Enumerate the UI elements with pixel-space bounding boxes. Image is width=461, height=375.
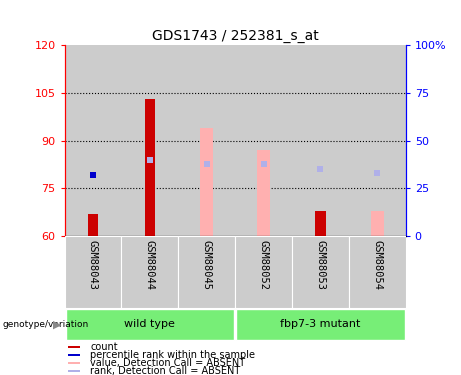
Bar <box>315 211 325 236</box>
Bar <box>121 236 178 308</box>
Text: count: count <box>90 342 118 352</box>
Text: value, Detection Call = ABSENT: value, Detection Call = ABSENT <box>90 358 245 368</box>
Bar <box>88 214 98 236</box>
Bar <box>68 370 80 372</box>
Bar <box>65 236 121 308</box>
Bar <box>145 99 155 236</box>
Bar <box>349 45 406 236</box>
Bar <box>178 45 235 236</box>
Bar <box>178 236 235 308</box>
Bar <box>68 346 80 348</box>
Text: rank, Detection Call = ABSENT: rank, Detection Call = ABSENT <box>90 366 240 375</box>
Text: ▶: ▶ <box>53 320 62 329</box>
Bar <box>292 45 349 236</box>
Text: GSM88053: GSM88053 <box>315 240 325 290</box>
Text: GSM88045: GSM88045 <box>201 240 212 290</box>
Bar <box>121 45 178 236</box>
Text: GSM88043: GSM88043 <box>88 240 98 290</box>
Bar <box>236 309 405 340</box>
Bar <box>235 45 292 236</box>
Text: genotype/variation: genotype/variation <box>2 320 89 329</box>
Bar <box>371 211 384 236</box>
Text: GSM88052: GSM88052 <box>259 240 269 290</box>
Bar <box>235 236 292 308</box>
Text: wild type: wild type <box>124 319 175 329</box>
Bar <box>292 236 349 308</box>
Text: fbp7-3 mutant: fbp7-3 mutant <box>280 319 361 329</box>
Bar <box>65 309 234 340</box>
Bar <box>349 236 406 308</box>
Bar <box>68 354 80 356</box>
Bar <box>257 150 270 236</box>
Bar <box>68 362 80 364</box>
Text: GSM88054: GSM88054 <box>372 240 382 290</box>
Text: GSM88044: GSM88044 <box>145 240 155 290</box>
Bar <box>201 128 213 236</box>
Text: percentile rank within the sample: percentile rank within the sample <box>90 350 255 360</box>
Bar <box>65 45 121 236</box>
Title: GDS1743 / 252381_s_at: GDS1743 / 252381_s_at <box>152 28 319 43</box>
